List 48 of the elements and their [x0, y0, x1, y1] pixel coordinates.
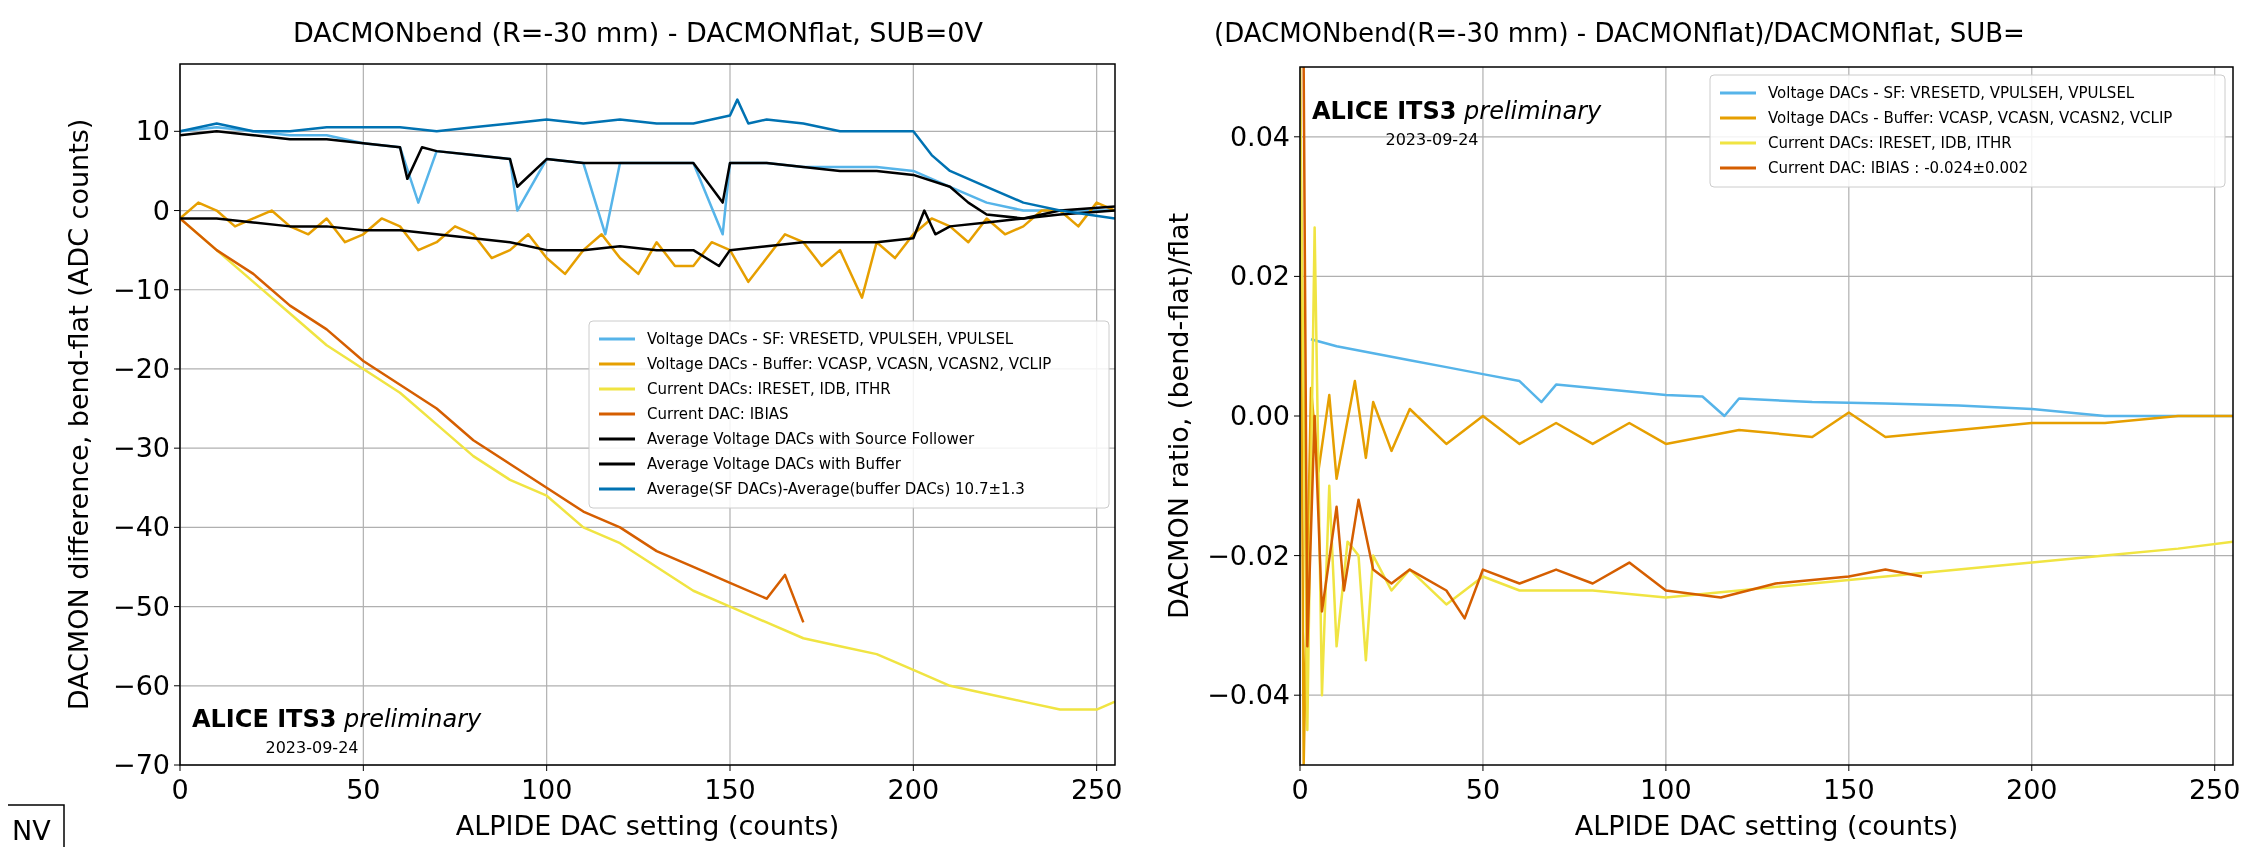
annotation: ALICE ITS3 preliminary: [192, 705, 483, 733]
x-tick-label: 250: [1070, 774, 1123, 805]
x-tick-label: 150: [704, 774, 756, 805]
legend-label: Current DACs: IRESET, IDB, ITHR: [1768, 134, 2012, 152]
x-tick-label: 100: [1640, 774, 1692, 805]
x-tick-label: 0: [171, 774, 189, 805]
y-tick-label: −0.02: [1207, 539, 1290, 571]
y-tick-label: 10: [135, 115, 170, 147]
y-tick-label: −20: [113, 352, 170, 384]
chart-title: (DACMONbend(R=-30 mm) - DACMONflat)/DACMONflat, SUB=: [1214, 18, 2025, 48]
annotation: ALICE ITS3 preliminary: [1312, 97, 1603, 125]
legend-label: Average Voltage DACs with Source Follower: [647, 430, 975, 448]
annotation: 2023-09-24: [265, 738, 359, 757]
y-tick-label: 0.04: [1229, 120, 1290, 152]
y-tick-label: −60: [113, 669, 170, 701]
y-tick-label: 0.00: [1229, 400, 1290, 431]
x-axis-title: ALPIDE DAC setting (counts): [1574, 810, 1959, 841]
y-tick-label: 0: [152, 194, 170, 226]
x-tick-label: 50: [346, 774, 381, 805]
x-tick-label: 150: [1823, 774, 1875, 805]
y-tick-label: −30: [113, 432, 170, 464]
annotation: 2023-09-24: [1385, 130, 1479, 149]
y-tick-label: −70: [113, 749, 170, 780]
y-tick-label: −50: [113, 590, 170, 622]
text: NV: [12, 815, 52, 846]
x-tick-label: 100: [520, 774, 573, 805]
x-tick-label: 0: [1291, 774, 1309, 805]
legend-label: Voltage DACs - Buffer: VCASP, VCASN, VCASN2, VCLIP: [647, 355, 1052, 373]
legend-label: Current DAC: IBIAS : -0.024±0.002: [1768, 159, 2029, 177]
chart-title: DACMONbend (R=-30 mm) - DACMONflat, SUB=0V: [292, 17, 984, 48]
y-tick-label: 0.02: [1229, 260, 1290, 292]
legend-label: Voltage DACs - SF: VRESETD, VPULSEH, VPULSEL: [1768, 84, 2135, 102]
legend-label: Average(SF DACs)-Average(buffer DACs) 10.7±1.3: [647, 480, 1025, 498]
y-tick-label: −10: [113, 273, 170, 305]
legend-label: Voltage DACs - Buffer: VCASP, VCASN, VCASN2, VCLIP: [1768, 109, 2173, 127]
legend-label: Average Voltage DACs with Buffer: [647, 455, 902, 473]
y-axis-title: DACMON ratio, (bend-flat)/flat: [1163, 212, 1194, 620]
x-axis-title: ALPIDE DAC setting (counts): [455, 810, 840, 841]
y-tick-label: −40: [113, 511, 170, 543]
y-tick-label: −0.04: [1207, 679, 1290, 711]
x-tick-label: 200: [887, 774, 940, 805]
legend-label: Voltage DACs - SF: VRESETD, VPULSEH, VPULSEL: [647, 330, 1014, 348]
y-axis-title: DACMON difference, bend-flat (ADC counts): [63, 118, 94, 711]
legend-label: Current DACs: IRESET, IDB, ITHR: [647, 380, 891, 398]
legend-label: Current DAC: IBIAS: [647, 405, 789, 423]
x-tick-label: 200: [2005, 774, 2058, 805]
x-tick-label: 250: [2188, 774, 2241, 805]
x-tick-label: 50: [1465, 774, 1501, 805]
